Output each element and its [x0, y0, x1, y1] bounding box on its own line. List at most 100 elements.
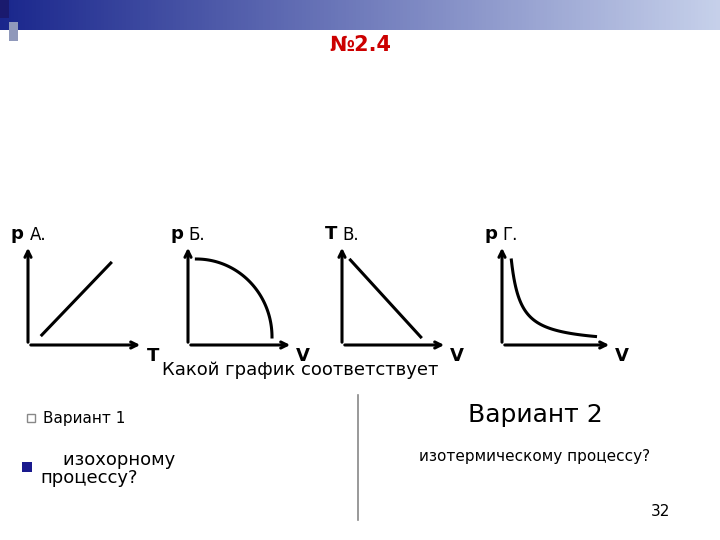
Bar [497, 0, 500, 30]
Bar [104, 0, 108, 30]
Bar [356, 0, 360, 30]
Bar [310, 0, 313, 30]
Bar [569, 0, 572, 30]
Bar [652, 0, 655, 30]
Bar [572, 0, 576, 30]
Bar [500, 0, 504, 30]
Bar [317, 0, 320, 30]
Bar [670, 0, 673, 30]
Text: процессу?: процессу? [40, 469, 138, 487]
Text: 32: 32 [650, 504, 670, 519]
Bar [9, 23, 18, 41]
Bar [68, 0, 72, 30]
Bar [216, 0, 220, 30]
Bar [403, 0, 407, 30]
Bar [374, 0, 378, 30]
Text: p: p [171, 225, 184, 243]
Bar [619, 0, 623, 30]
Bar [608, 0, 612, 30]
Bar [97, 0, 101, 30]
Bar [594, 0, 598, 30]
Bar [72, 0, 76, 30]
Text: №2.4: №2.4 [329, 35, 391, 55]
Bar [252, 0, 256, 30]
Bar [367, 0, 371, 30]
Bar [169, 0, 173, 30]
Bar [554, 0, 558, 30]
Bar [27, 414, 35, 422]
Bar [50, 0, 54, 30]
Bar [248, 0, 252, 30]
Bar [385, 0, 389, 30]
Bar [209, 0, 212, 30]
Bar [151, 0, 155, 30]
Bar [194, 0, 198, 30]
Text: V: V [296, 347, 310, 365]
Bar [180, 0, 184, 30]
Bar [360, 0, 364, 30]
Bar [40, 0, 43, 30]
Bar [90, 0, 94, 30]
Bar [54, 0, 58, 30]
Text: изохорному: изохорному [40, 451, 175, 469]
Bar [562, 0, 565, 30]
Bar [22, 462, 32, 472]
Bar [482, 0, 486, 30]
Bar [479, 0, 482, 30]
Bar [464, 0, 468, 30]
Bar [626, 0, 630, 30]
Bar [263, 0, 266, 30]
Bar [346, 0, 349, 30]
Bar [86, 0, 90, 30]
Bar [695, 0, 698, 30]
Text: Г.: Г. [502, 226, 518, 244]
Bar [364, 0, 367, 30]
Bar [313, 0, 317, 30]
Bar [666, 0, 670, 30]
Bar [515, 0, 518, 30]
Bar [673, 0, 677, 30]
Text: изотермическому процессу?: изотермическому процессу? [420, 449, 651, 464]
Bar [677, 0, 680, 30]
Bar [61, 0, 65, 30]
Bar [126, 0, 130, 30]
Bar [115, 0, 119, 30]
Bar [598, 0, 601, 30]
Bar [284, 0, 288, 30]
Bar [616, 0, 619, 30]
Bar [288, 0, 292, 30]
Bar [230, 0, 234, 30]
Bar [241, 0, 245, 30]
Bar [140, 0, 144, 30]
Bar [407, 0, 410, 30]
Text: p: p [11, 225, 24, 243]
Bar [220, 0, 223, 30]
Bar [648, 0, 652, 30]
Bar [702, 0, 706, 30]
Bar [148, 0, 151, 30]
Text: А.: А. [30, 226, 47, 244]
Bar [716, 0, 720, 30]
Bar [630, 0, 634, 30]
Bar [18, 0, 22, 30]
Text: Б.: Б. [188, 226, 204, 244]
Bar [205, 0, 209, 30]
Text: Вариант 1: Вариант 1 [43, 410, 125, 426]
Bar [371, 0, 374, 30]
Bar [536, 0, 540, 30]
Text: T: T [325, 225, 337, 243]
Bar [295, 0, 299, 30]
Bar [324, 0, 328, 30]
Bar [83, 0, 86, 30]
Bar [166, 0, 169, 30]
Text: В.: В. [342, 226, 359, 244]
Bar [713, 0, 716, 30]
Bar [292, 0, 295, 30]
Bar [580, 0, 583, 30]
Bar [47, 0, 50, 30]
Bar [256, 0, 259, 30]
Bar [187, 0, 191, 30]
Bar [486, 0, 490, 30]
Bar [443, 0, 446, 30]
Bar [612, 0, 616, 30]
